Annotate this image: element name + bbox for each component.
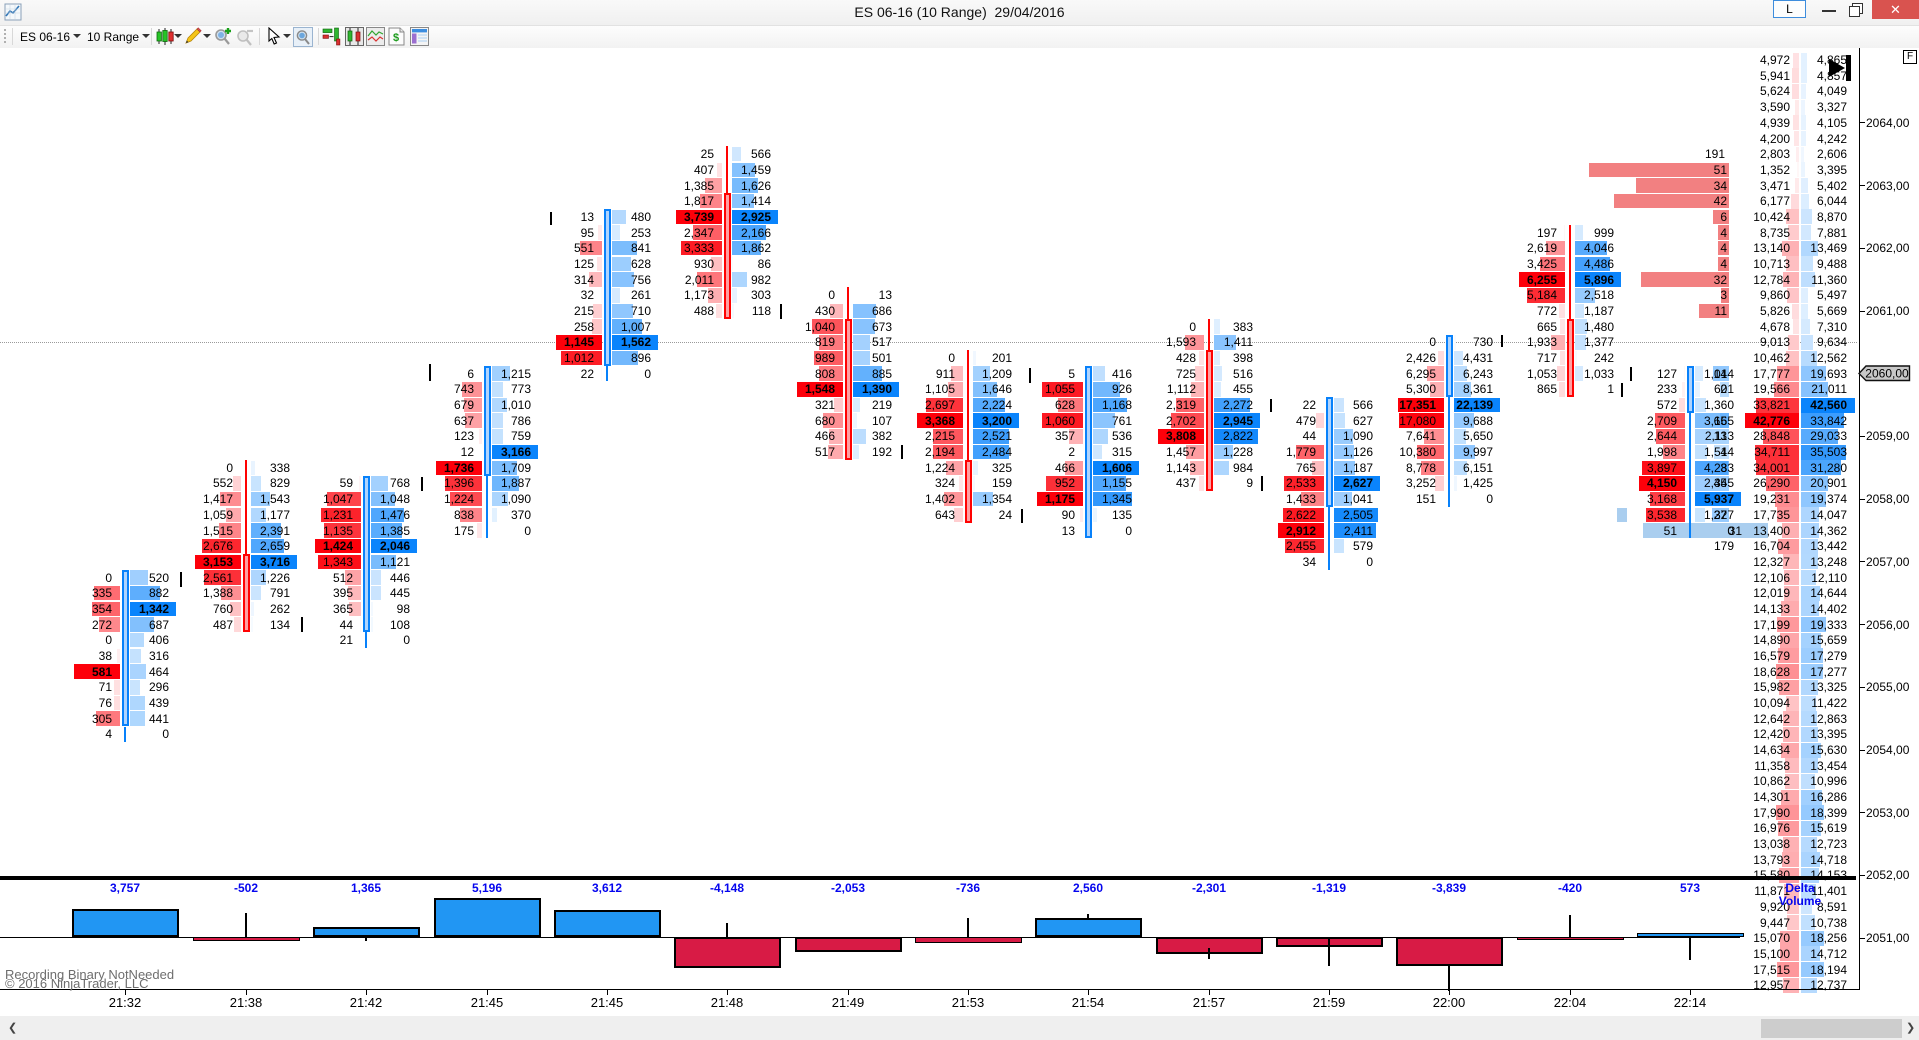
svg-text:$: $ <box>393 32 399 44</box>
svg-text:2060,00: 2060,00 <box>1865 367 1909 381</box>
